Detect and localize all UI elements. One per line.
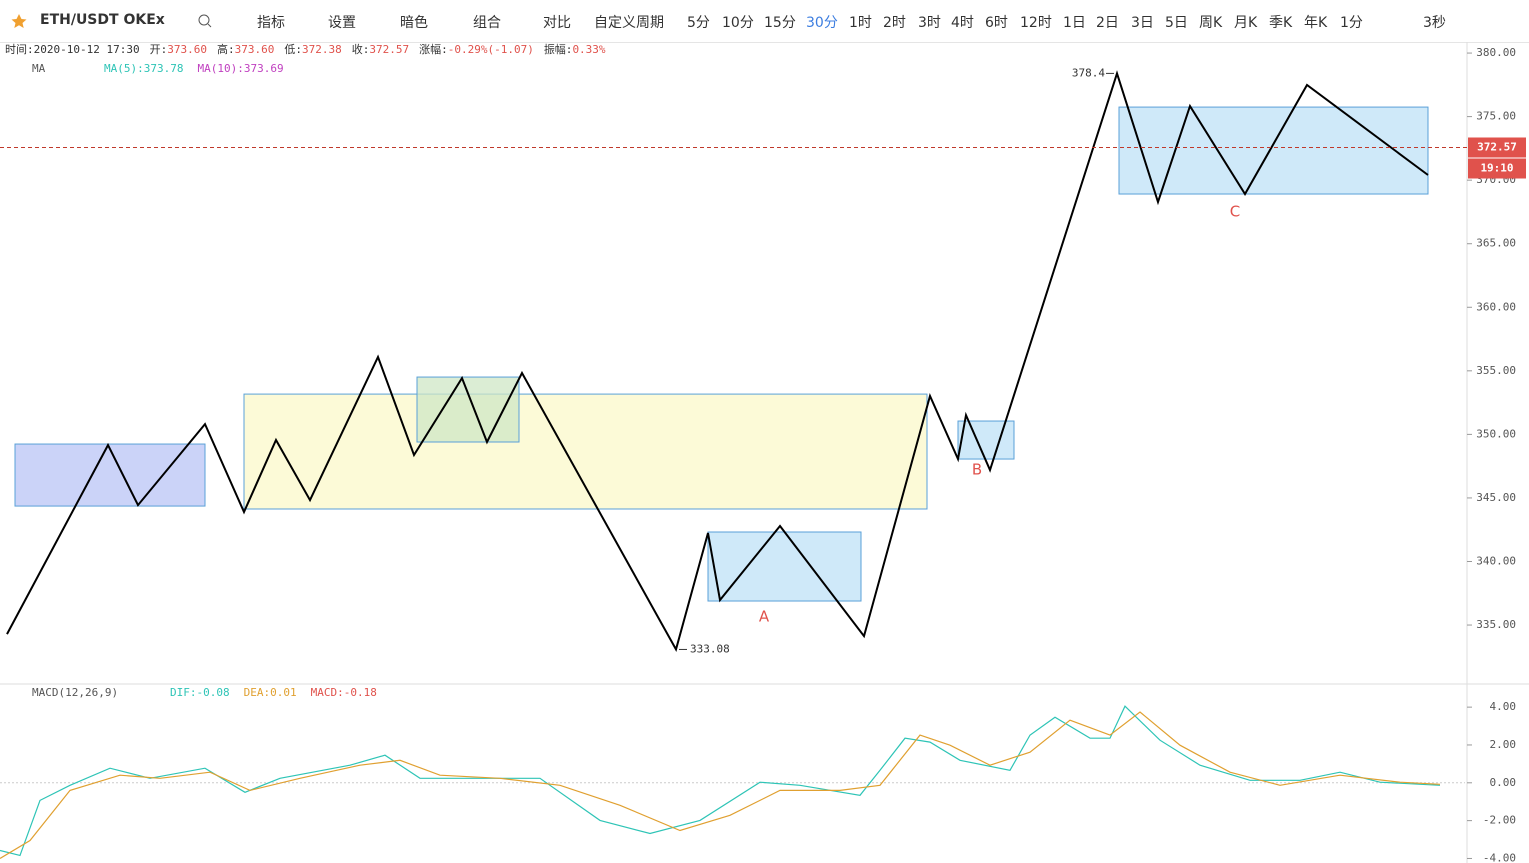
y-tick-label: 345.00 (1476, 491, 1516, 504)
custom-period[interactable]: 自定义周期 (594, 15, 664, 31)
period-button[interactable]: 10分 (722, 15, 754, 31)
y-tick-label: 2.00 (1490, 738, 1517, 751)
y-tick-label: 4.00 (1490, 700, 1517, 713)
y-tick-label: 365.00 (1476, 237, 1516, 250)
legend-entry: MACD:-0.18 (311, 686, 377, 699)
pattern-label: C (1230, 203, 1240, 221)
period-button[interactable]: 2时 (883, 15, 906, 31)
info-text: 开: (150, 43, 168, 56)
price-tag (1468, 137, 1526, 158)
pattern-label: A (759, 608, 770, 626)
symbol[interactable]: ETH/USDT OKEx (40, 12, 165, 28)
info-text: 涨幅: (419, 43, 448, 56)
legend-entry: DIF:-0.08 (170, 686, 230, 699)
period-button[interactable]: 1时 (849, 15, 872, 31)
refresh-rate[interactable]: 3秒 (1423, 15, 1446, 31)
period-button[interactable]: 4时 (951, 15, 974, 31)
period-button[interactable]: 12时 (1020, 15, 1052, 31)
info-text: 372.38 (302, 43, 342, 56)
range-box (957, 420, 1015, 460)
y-tick-label: 360.00 (1476, 300, 1516, 313)
tool-button[interactable]: 对比 (543, 15, 571, 31)
period-button[interactable]: 3时 (918, 15, 941, 31)
period-button[interactable]: 2日 (1096, 15, 1119, 31)
y-tick-label: 0.00 (1490, 776, 1517, 789)
pattern-label: B (972, 461, 982, 479)
period-button[interactable]: 1日 (1063, 15, 1086, 31)
period-button[interactable]: 周K (1199, 15, 1223, 31)
info-text: 373.60 (235, 43, 275, 56)
info-text: -0.29%(-1.07) (448, 43, 534, 56)
range-box (416, 376, 520, 443)
price-tag-text: 372.57 (1477, 140, 1517, 153)
indicator-name: MACD(12,26,9) (32, 686, 118, 699)
period-button[interactable]: 30分 (806, 15, 838, 31)
info-text: 0.33% (572, 43, 605, 56)
period-button[interactable]: 5分 (687, 15, 710, 31)
info-text: 收: (352, 42, 370, 56)
period-button[interactable]: 季K (1269, 15, 1293, 31)
legend-entry: DEA:0.01 (244, 686, 297, 699)
tool-button[interactable]: 设置 (328, 15, 356, 31)
info-text: 372.57 (369, 43, 409, 56)
tool-button[interactable]: 指标 (257, 15, 285, 31)
period-button[interactable]: 15分 (764, 15, 796, 31)
y-tick-label: 340.00 (1476, 554, 1516, 567)
y-tick-label: 375.00 (1476, 110, 1516, 123)
period-button[interactable]: 5日 (1165, 15, 1188, 31)
period-button[interactable]: 3日 (1131, 15, 1154, 31)
y-tick-label: 350.00 (1476, 427, 1516, 440)
y-tick-label: 380.00 (1476, 46, 1516, 59)
series-line (0, 711, 1441, 860)
y-tick-label: 335.00 (1476, 618, 1516, 631)
range-box (243, 393, 928, 510)
period-button[interactable]: 6时 (985, 15, 1008, 31)
toolbar: ETH/USDT OKEx 指标 设置 暗色 组合 对比 自定义周期 5分 10分 15分 30分 1… (0, 0, 1529, 43)
y-tick-label: 355.00 (1476, 364, 1516, 377)
period-button[interactable]: 年K (1304, 15, 1328, 31)
info-text: 时间:2020-10-12 17:30 (5, 43, 140, 56)
legend-entry: MA(5):373.78 (104, 62, 183, 75)
series-line (6, 70, 1429, 653)
period-button[interactable]: 1分 (1340, 15, 1363, 31)
info-text: 低: (284, 43, 302, 56)
series-line (0, 705, 1441, 857)
info-text: 振幅: (544, 42, 573, 56)
high-label: 378.4 (1072, 66, 1105, 79)
tool-button[interactable]: 暗色 (400, 15, 428, 31)
y-tick-label: -4.00 (1483, 851, 1516, 863)
tool-button[interactable]: 组合 (473, 15, 501, 31)
info-bar: 时间:2020-10-12 17:30 开:373.60 高:373.60 低:372… (5, 42, 606, 56)
countdown-tag (1468, 158, 1526, 179)
countdown-text: 19:10 (1480, 161, 1513, 174)
range-box (1118, 106, 1429, 195)
range-box (707, 531, 862, 602)
legend-entry: MA(10):373.69 (197, 62, 283, 75)
info-text: 373.60 (167, 43, 207, 56)
indicator-name: MA (32, 62, 46, 75)
range-box (14, 443, 206, 507)
low-label: 333.08 (690, 642, 730, 655)
info-text: 高: (217, 42, 235, 56)
period-button[interactable]: 月K (1234, 15, 1258, 31)
y-tick-label: -2.00 (1483, 814, 1516, 827)
